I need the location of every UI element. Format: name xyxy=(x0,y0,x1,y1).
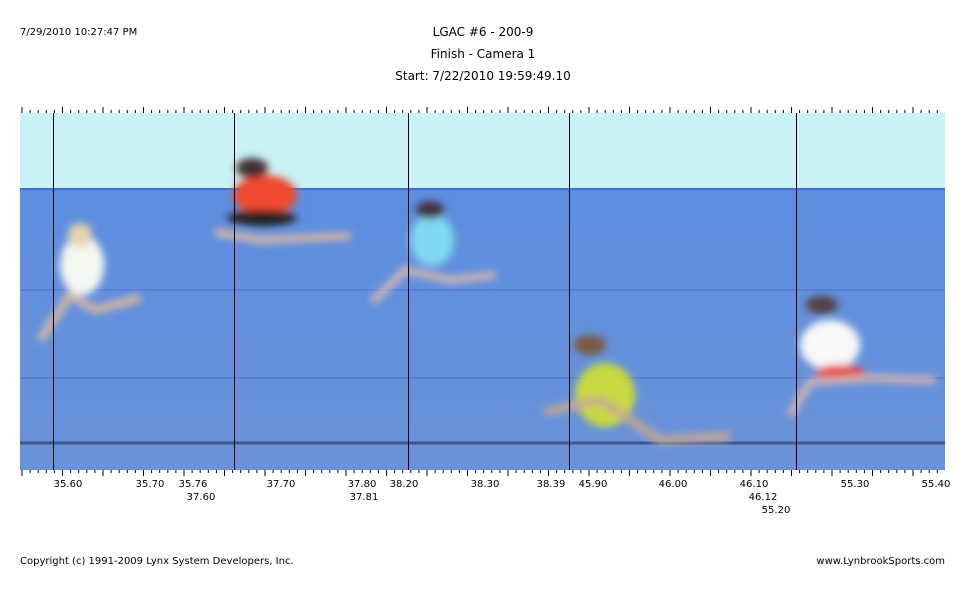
time-label: 38.30 xyxy=(470,479,500,490)
track xyxy=(20,188,945,470)
time-label: 38.39 xyxy=(536,479,566,490)
time-label: 38.20 xyxy=(389,479,419,490)
time-label: 55.40 xyxy=(921,479,951,490)
timestamp: 7/29/2010 10:27:47 PM xyxy=(20,27,138,38)
finish-lines xyxy=(53,113,797,470)
copyright: Copyright (c) 1991-2009 Lynx System Deve… xyxy=(20,556,294,567)
time-label: 37.60 xyxy=(186,492,216,503)
time-label: 37.70 xyxy=(266,479,296,490)
ruler-ticks xyxy=(21,107,938,476)
time-label: 46.12 xyxy=(748,492,778,503)
time-label: 35.60 xyxy=(53,479,83,490)
subtitle: Finish - Camera 1 xyxy=(430,47,536,61)
time-label: 37.80 xyxy=(347,479,377,490)
time-label: 46.10 xyxy=(739,479,769,490)
time-label: 35.76 xyxy=(178,479,208,490)
start-time: Start: 7/22/2010 19:59:49.10 xyxy=(395,69,571,83)
time-label: 55.20 xyxy=(761,505,791,516)
time-label: 46.00 xyxy=(658,479,688,490)
sky xyxy=(20,113,945,189)
time-label: 55.30 xyxy=(840,479,870,490)
lane-lines xyxy=(20,188,945,445)
website: www.LynbrookSports.com xyxy=(816,556,945,567)
runners xyxy=(36,158,936,445)
time-label: 37.81 xyxy=(349,492,379,503)
time-label: 45.90 xyxy=(578,479,608,490)
title: LGAC #6 - 200-9 xyxy=(432,25,534,39)
time-label: 35.70 xyxy=(135,479,165,490)
